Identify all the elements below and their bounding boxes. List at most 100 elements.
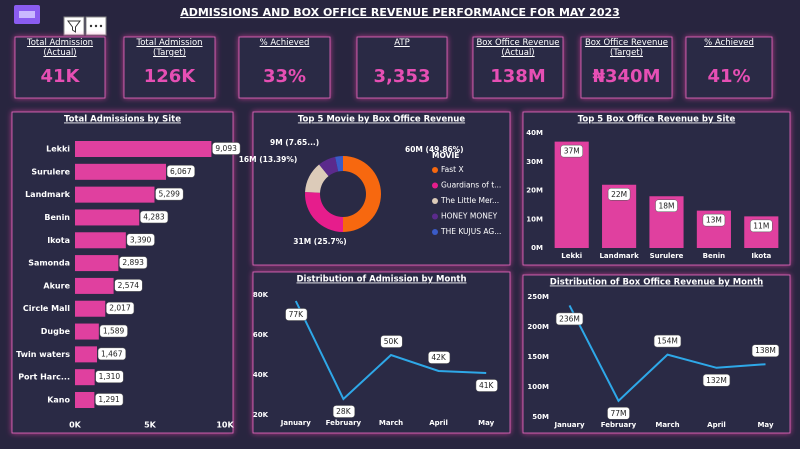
more-button[interactable] [85, 16, 107, 36]
kpi-label: ATP [394, 38, 410, 48]
data-label: 132M [706, 376, 727, 385]
bar [75, 346, 98, 363]
logo-mark [19, 11, 35, 18]
data-label: 11M [753, 221, 769, 230]
data-label: 1,467 [101, 349, 123, 358]
y-tick-label: 20M [526, 187, 543, 195]
dashboard-title: ADMISSIONS AND BOX OFFICE REVENUE PERFOR… [180, 6, 620, 19]
bar [75, 300, 106, 317]
data-label: 77K [289, 310, 305, 319]
kpi-label-box: % Achieved [704, 38, 754, 48]
kpi-label: Total Admission (Target) [136, 38, 203, 58]
kpi-value: 33% [263, 66, 306, 87]
x-tick-label: May [478, 419, 494, 427]
panel [522, 274, 791, 434]
data-label-bg [751, 344, 780, 357]
category-label: Port Harc... [18, 373, 70, 382]
y-tick-label: 20K [253, 411, 269, 419]
data-label-bg [166, 165, 195, 178]
x-tick-label: February [601, 421, 637, 429]
x-tick-label: 0K [69, 421, 82, 430]
data-label: 6,067 [170, 167, 192, 176]
slice [343, 156, 381, 232]
x-tick-label: Surulere [650, 252, 684, 260]
category-label: Landmark [25, 190, 71, 199]
bar [75, 232, 126, 249]
data-label-bg [555, 312, 584, 326]
slice-label: 31M (25.7%) [293, 237, 346, 246]
legend-swatch [432, 213, 438, 220]
slice-label: 60M (49.86%) [405, 145, 464, 154]
slice [304, 192, 343, 232]
data-label: 1,310 [99, 372, 121, 381]
x-tick-label: March [379, 419, 403, 427]
x-tick-label: January [553, 421, 584, 429]
bar [75, 277, 114, 294]
data-label: 236M [559, 314, 580, 323]
data-label: 9,093 [215, 144, 237, 153]
data-label: 22M [611, 190, 627, 199]
dot[interactable] [99, 24, 103, 28]
kpi-value: 3,353 [374, 66, 431, 87]
bar [75, 323, 99, 340]
kpi-label: % Achieved [259, 38, 310, 48]
x-tick-label: March [655, 421, 679, 429]
data-label-bg [99, 324, 128, 338]
legend-label: THE KUJUS AG... [440, 227, 501, 236]
kpi-label-box: Box Office Revenue (Target) [585, 38, 668, 58]
y-tick-label: 250M [527, 293, 549, 301]
y-tick-label: 150M [527, 353, 549, 361]
dot[interactable] [94, 24, 98, 28]
bar [75, 141, 212, 157]
y-tick-label: 50M [532, 413, 549, 421]
data-label-bg [653, 334, 682, 348]
x-tick-label: April [707, 421, 726, 429]
category-label: Twin waters [16, 350, 70, 359]
slice-label: 16M (13.39%) [239, 155, 298, 164]
data-label-bg [332, 405, 355, 418]
filter-icon[interactable] [67, 20, 81, 33]
y-tick-label: 40M [526, 129, 543, 137]
kpi-value: ₦340M [592, 66, 660, 87]
chart-title: Top 5 Movie by Box Office Revenue [298, 115, 465, 125]
dot[interactable] [89, 24, 93, 28]
legend-swatch [432, 182, 438, 189]
data-label: 138M [755, 346, 776, 355]
bar [75, 392, 95, 408]
filter-button-bg[interactable] [63, 16, 85, 36]
kpi-label-box: % Achieved [259, 38, 310, 48]
x-tick-label: Lekki [561, 252, 582, 260]
panel [238, 36, 331, 99]
category-label: Samonda [28, 259, 70, 268]
data-label-bg [155, 187, 184, 201]
data-label: 4,283 [143, 212, 165, 221]
chart-title: Distribution of Box Office Revenue by Mo… [550, 278, 763, 288]
x-tick-label: February [326, 419, 362, 427]
kpi-label-box: ATP [394, 38, 410, 48]
legend-label: Guardians of t... [441, 181, 501, 190]
chart-title: Total Admissions by Site [64, 115, 181, 125]
kpi-value: 41% [707, 66, 750, 87]
panel [252, 111, 511, 266]
data-label: 2,574 [118, 281, 140, 290]
data-label: 37M [564, 147, 580, 156]
data-label-bg [702, 213, 726, 227]
data-label-bg [475, 379, 498, 392]
data-label: 18M [658, 201, 674, 210]
category-label: Circle Mall [23, 304, 70, 313]
data-label-bg [607, 407, 630, 420]
filter-button[interactable] [63, 16, 85, 36]
kpi-label: Box Office Revenue (Actual) [476, 38, 560, 58]
data-label: 1,291 [98, 395, 120, 404]
kpi-label: % Achieved [704, 38, 754, 48]
kpi-label-box: Box Office Revenue (Actual) [476, 38, 560, 58]
kpi-label-box: Total Admission (Target) [136, 38, 203, 58]
category-label: Benin [44, 213, 70, 222]
x-tick-label: 5K [144, 421, 157, 430]
category-label: Akure [43, 281, 70, 290]
chart-title: Top 5 Box Office Revenue by Site [578, 115, 736, 125]
panel [123, 36, 216, 99]
bar [554, 141, 589, 248]
data-label-bg [139, 210, 169, 224]
